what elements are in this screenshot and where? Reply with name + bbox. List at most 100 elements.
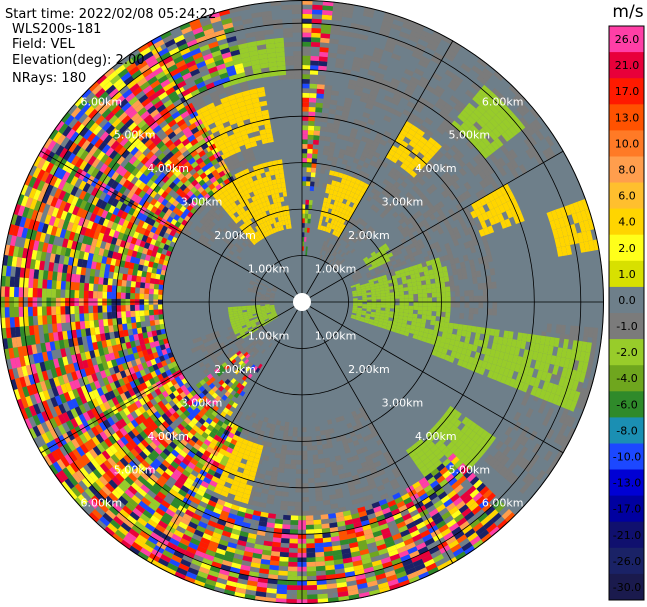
clutter-gate — [413, 22, 425, 31]
noise-gate — [103, 277, 109, 285]
clutter-gate — [455, 203, 463, 212]
clutter-gate — [546, 146, 556, 158]
clutter-gate — [302, 441, 307, 446]
clutter-gate — [293, 60, 302, 66]
noise-gate — [37, 288, 43, 298]
clutter-gate — [366, 153, 374, 160]
clutter-gate — [510, 159, 519, 169]
clutter-gate — [330, 24, 341, 31]
clutter-gate — [292, 41, 302, 47]
clutter-gate — [356, 164, 363, 171]
noise-gate — [47, 270, 53, 281]
noise-gate — [121, 311, 127, 318]
velocity-gate — [390, 298, 395, 302]
velocity-gate — [436, 302, 442, 307]
noise-gate — [18, 306, 24, 317]
clutter-gate — [473, 121, 483, 131]
clutter-gate — [421, 30, 433, 39]
clutter-gate — [351, 410, 357, 417]
velocity-gate — [431, 287, 437, 293]
clutter-gate — [440, 182, 449, 191]
noise-gate — [27, 287, 33, 298]
clutter-gate — [421, 218, 429, 226]
noise-gate — [144, 282, 150, 289]
noise-gate — [69, 289, 75, 298]
clutter-gate — [462, 206, 471, 215]
clutter-gate — [296, 450, 302, 456]
clutter-gate — [342, 135, 350, 142]
clutter-gate — [302, 51, 311, 56]
velocity-gate — [418, 302, 423, 307]
clutter-gate — [291, 450, 297, 456]
clutter-gate — [420, 167, 428, 175]
clutter-gate — [379, 199, 386, 206]
clutter-gate — [287, 436, 293, 441]
clutter-gate — [486, 282, 492, 289]
clutter-gate — [415, 189, 423, 197]
velocity-gate — [385, 298, 391, 302]
velocity-gate — [362, 304, 367, 307]
clutter-gate — [383, 115, 392, 123]
clutter-gate — [402, 22, 414, 31]
noise-gate — [83, 305, 89, 314]
velocity-gate — [281, 187, 287, 193]
clutter-gate — [362, 161, 370, 169]
clutter-gate — [309, 79, 318, 85]
clutter-gate — [476, 75, 488, 85]
clutter-gate — [281, 491, 289, 497]
noise-gate — [56, 280, 62, 290]
noise-gate — [41, 306, 47, 316]
clutter-gate — [392, 251, 398, 258]
clutter-gate — [457, 159, 466, 168]
clutter-gate — [302, 469, 308, 474]
clutter-gate — [437, 97, 447, 107]
clutter-gate — [394, 298, 400, 302]
velocity-gate — [408, 298, 414, 302]
clutter-gate — [270, 447, 277, 453]
clutter-gate — [365, 103, 374, 110]
noise-gate — [135, 281, 141, 288]
clutter-gate — [465, 161, 475, 171]
velocity-gate — [398, 287, 404, 292]
clutter-gate — [425, 101, 435, 110]
clutter-gate — [415, 43, 427, 52]
clutter-gate — [402, 231, 409, 238]
noise-gate — [74, 313, 80, 322]
clutter-gate — [322, 499, 331, 506]
clutter-gate — [394, 246, 401, 252]
clutter-gate — [497, 157, 507, 167]
clutter-gate — [313, 459, 319, 465]
noise-gate — [61, 272, 67, 282]
velocity-gate — [426, 288, 432, 294]
clutter-gate — [459, 261, 466, 269]
velocity-gate — [426, 283, 432, 289]
clutter-gate — [499, 144, 509, 155]
noise-gate — [125, 305, 131, 312]
clutter-gate — [492, 302, 498, 309]
clutter-gate — [417, 170, 425, 179]
clutter-gate — [379, 83, 389, 91]
noise-gate — [126, 274, 133, 281]
clutter-gate — [475, 270, 482, 278]
clutter-gate — [370, 187, 378, 195]
velocity-gate — [275, 47, 285, 53]
noise-gate — [149, 283, 155, 289]
noise-gate — [79, 282, 85, 291]
clutter-gate — [315, 491, 323, 497]
clutter-gate — [463, 241, 470, 249]
clutter-gate — [418, 178, 426, 186]
clutter-gate — [464, 290, 470, 297]
noise-gate — [84, 320, 90, 329]
clutter-gate — [381, 189, 388, 196]
clutter-gate — [450, 296, 456, 302]
noise-gate — [9, 307, 15, 318]
clutter-gate — [452, 153, 461, 163]
clutter-gate — [413, 104, 423, 113]
clutter-gate — [280, 453, 286, 460]
noise-gate — [32, 287, 38, 298]
clutter-gate — [377, 469, 386, 476]
clutter-gate — [284, 463, 291, 469]
clutter-gate — [389, 289, 395, 293]
velocity-gate — [444, 317, 450, 323]
clutter-gate — [362, 54, 373, 61]
